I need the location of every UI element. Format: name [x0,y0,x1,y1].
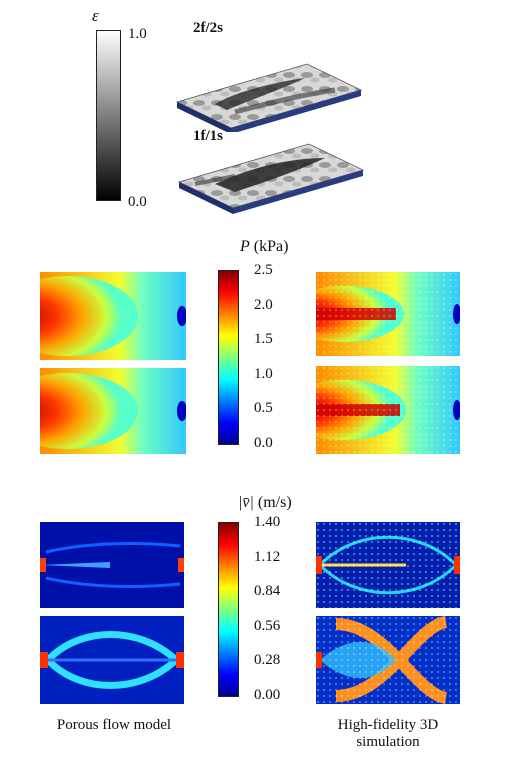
porosity-symbol: ε [92,6,99,25]
pressure-symbol: P [240,238,250,255]
pressure-tick: 0.0 [254,434,273,451]
pressure-tick: 1.0 [254,365,273,382]
velocity-title: |v̄| (m/s) [238,494,292,512]
pressure-title: P (kPa) [240,238,288,256]
velocity-tick: 1.40 [254,514,281,530]
pressure-tick: 1.5 [254,331,273,347]
pressure-tick: 0.5 [254,400,273,416]
caption-porous: Porous flow model [56,717,172,733]
porous-velocity-panel-1 [40,522,184,608]
sim-pressure-panel-1 [316,272,460,356]
slab-2f2s [175,63,363,132]
slab-label-2f2s: 2f/2s [193,20,223,36]
sim-velocity-panel-1 [316,522,460,608]
slab-label-1f1s: 1f/1s [193,128,223,144]
velocity-tick-list: 1.40 1.12 0.84 0.56 0.28 0.00 [254,514,304,704]
velocity-tick: 0.00 [254,686,281,703]
caption-sim-line1: High-fidelity 3D [337,717,439,733]
pressure-unit: (kPa) [253,238,289,255]
velocity-tick: 1.12 [254,548,281,565]
sim-velocity-panel-2 [316,616,460,704]
velocity-tick: 0.84 [254,583,281,599]
pressure-tick-list: 2.5 2.0 1.5 1.0 0.5 0.0 [254,262,294,452]
pressure-tick: 2.5 [254,262,273,278]
pressure-tick: 2.0 [254,296,273,313]
caption-sim: High-fidelity 3D simulation [298,717,478,751]
caption-sim-line2: simulation [356,734,420,750]
porosity-min-label: 0.0 [128,194,147,210]
porous-velocity-panel-2 [40,616,184,704]
pressure-colorbar [218,270,239,445]
sim-pressure-panel-2 [316,366,460,454]
porous-pressure-panel-2 [40,368,186,454]
velocity-symbol: |v̄| [238,494,254,511]
porosity-max-label: 1.0 [128,26,147,42]
velocity-tick: 0.28 [254,652,281,668]
porous-pressure-panel-1 [40,272,186,360]
velocity-colorbar [218,522,239,697]
velocity-tick: 0.56 [254,617,281,634]
slab-1f1s [177,143,365,214]
porosity-colorbar [96,30,121,201]
velocity-unit: (m/s) [257,494,292,511]
